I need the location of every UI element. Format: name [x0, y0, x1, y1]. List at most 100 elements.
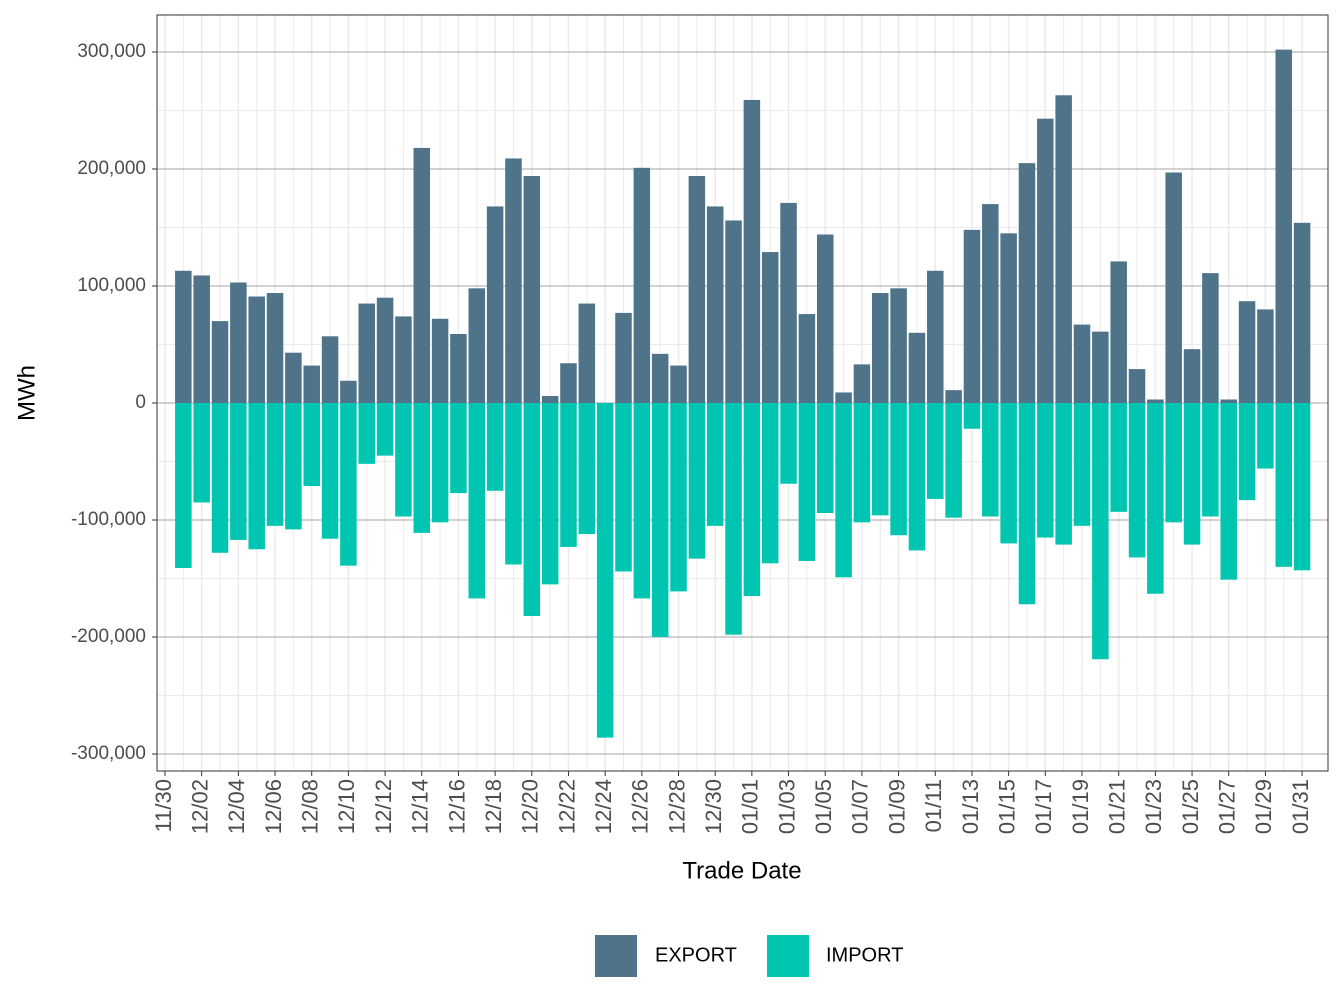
bar [1037, 118, 1054, 404]
x-tick-label: 12/12 [371, 779, 396, 834]
bar [1147, 403, 1164, 594]
x-tick-label: 01/21 [1104, 779, 1129, 834]
bar [615, 403, 632, 572]
bar [541, 403, 559, 585]
bar [1147, 399, 1164, 404]
bar [872, 403, 889, 516]
x-tick-label: 12/06 [261, 779, 286, 834]
bar [1000, 403, 1017, 544]
bar [468, 288, 486, 404]
bar [1092, 331, 1109, 404]
x-tick-label: 12/26 [628, 779, 653, 834]
bar [376, 403, 394, 456]
bar [1275, 403, 1292, 567]
bar [486, 403, 504, 491]
bar [780, 202, 797, 404]
bar [890, 403, 907, 536]
bar [321, 336, 339, 404]
bar [670, 403, 687, 592]
bar [211, 403, 229, 553]
bar [853, 364, 871, 404]
bar [1220, 399, 1237, 404]
legend-label: EXPORT [655, 944, 737, 966]
bar [890, 288, 907, 404]
bar [872, 293, 889, 404]
x-tick-label: 01/27 [1215, 779, 1240, 834]
bar [266, 293, 284, 404]
x-tick-label: 01/11 [921, 779, 946, 832]
bar [743, 403, 761, 597]
bar [431, 403, 449, 523]
bar [633, 167, 651, 404]
x-tick-label: 01/05 [811, 779, 836, 834]
bar [1183, 403, 1201, 545]
bar [193, 275, 210, 404]
bar [248, 296, 265, 404]
bar [633, 403, 651, 599]
x-tick-label: 12/04 [224, 779, 249, 834]
bar [175, 270, 192, 404]
bar [743, 99, 761, 404]
x-tick-label: 12/28 [664, 779, 689, 834]
bar [1165, 172, 1182, 404]
bar [358, 403, 375, 464]
bar [1202, 273, 1219, 404]
bar [395, 403, 412, 517]
bar [725, 403, 742, 635]
bar [615, 312, 632, 404]
bar [816, 234, 834, 404]
bar [248, 403, 265, 550]
bar [1092, 403, 1109, 660]
bar [688, 176, 706, 404]
bar [1128, 369, 1146, 404]
bar [285, 352, 302, 404]
bar [413, 147, 431, 404]
bar [1238, 301, 1256, 404]
x-tick-label: 12/08 [298, 779, 323, 834]
bar [395, 316, 412, 404]
bar [963, 403, 981, 429]
bar [1220, 403, 1237, 580]
bar [340, 403, 357, 566]
bar [945, 403, 962, 518]
bar [1073, 324, 1091, 404]
bar [1110, 403, 1127, 512]
legend-key [595, 935, 637, 977]
bar [376, 297, 394, 404]
bar [798, 314, 816, 404]
bar [303, 365, 320, 404]
bar [285, 403, 302, 530]
bar [596, 403, 614, 738]
bar [725, 220, 742, 404]
bar [1000, 233, 1017, 404]
bar [431, 318, 449, 404]
bar [1202, 403, 1219, 517]
y-tick-label: -200,000 [71, 626, 146, 647]
bar [927, 403, 944, 499]
bar [560, 363, 577, 404]
bar [1165, 403, 1182, 523]
bar [982, 403, 999, 517]
bar [321, 403, 339, 539]
bar [688, 403, 706, 559]
x-tick-label: 01/01 [738, 779, 763, 834]
bar [211, 321, 229, 404]
x-tick-label: 12/22 [554, 779, 579, 834]
bar [486, 206, 504, 404]
x-tick-label: 01/07 [848, 779, 873, 834]
x-tick-label: 01/23 [1141, 779, 1166, 834]
bar [706, 403, 724, 526]
legend-label: IMPORT [826, 944, 903, 966]
bar [505, 403, 522, 565]
x-tick-label: 01/31 [1288, 779, 1313, 834]
bar [945, 390, 962, 404]
x-tick-label: 01/03 [774, 779, 799, 834]
bar [266, 403, 284, 526]
bar [230, 403, 247, 540]
bar [780, 403, 797, 484]
bar [230, 282, 247, 404]
bar [175, 403, 192, 568]
bar [853, 403, 871, 523]
x-tick-label: 11/30 [151, 779, 176, 832]
